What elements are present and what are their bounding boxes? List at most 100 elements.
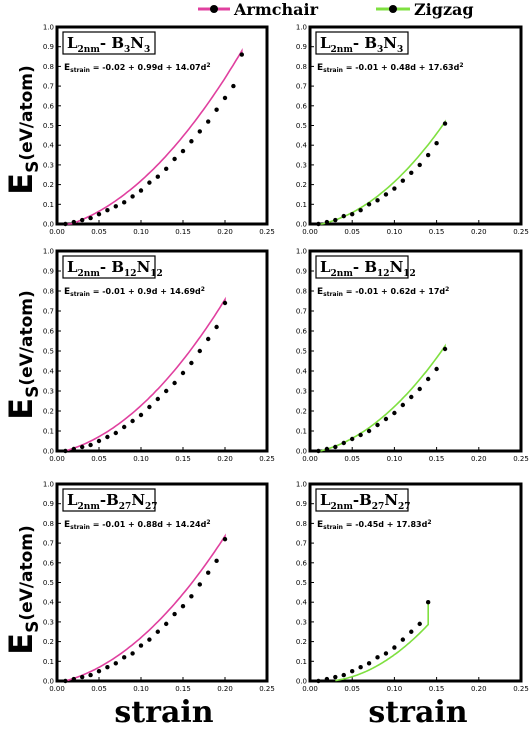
x-tick-label: 0.10 [133,228,149,236]
title-title-mid: -B [353,491,372,509]
data-point [88,442,93,448]
y-tick-label: 0.0 [43,221,54,229]
data-point [442,346,448,352]
chart-panel-5: 0.0 0.1 0.2 0.3 0.4 0.5 0.6 0.7 0.8 0.9 1.0 0.00 0.0… [43,481,275,694]
title-title-sub3: 12 [150,269,163,279]
panel-title-box [315,31,409,55]
data-point [63,221,68,227]
equation-eq-body: = -0.01 + 0.48d + 17.63d [343,63,460,72]
equation-eq-sup: 2 [459,62,463,69]
data-point [122,200,127,205]
data-point [400,637,406,642]
equation-eq-sub: strain [70,524,90,531]
panels: 0.00.10.20.30.40.50.60.70.80.91.00.00 0.0… [43,24,529,694]
title-title-sub3: 27 [145,502,158,512]
y-label-main: E [2,398,40,420]
chart-panel-4: 0.0 0.1 0.2 0.3 0.4 0.5 0.6 0.7 0.8 0.9 1.0 0.00 0.0… [296,248,529,464]
y-label-unit: (eV/atom) [17,65,37,160]
y-tick-label: 0.4 [296,368,308,376]
data-point [375,422,380,428]
panel-title-box [315,488,409,512]
data-point [222,300,228,306]
plot-frame [308,482,523,683]
data-point [138,188,144,193]
title-title-sub2: 27 [119,502,132,512]
title-title-sub1: 2nm [78,45,101,55]
data-point [189,360,194,366]
data-point [400,402,406,408]
x-tick-label: 0.05 [344,455,360,463]
legend-zigzag-label: Zigzag [414,0,474,19]
x-tick-label: 0.00 [302,455,318,463]
y-tick-label: 1.0 [43,248,54,256]
y-tick-label: 0.5 [43,348,54,356]
data-point [366,661,372,666]
legend: Armchair Zigzag [198,0,474,19]
y-tick-label: 0.6 [296,328,308,336]
title-title-sub2: 3 [124,45,130,55]
y-tick-label: 0.2 [296,408,307,416]
title-title-sub1: 2nm [331,45,354,55]
panel-title: L2nm- B12N12 [320,258,416,279]
data-point [383,651,389,656]
data-point [63,678,68,684]
x-tick-label: 0.10 [387,228,403,236]
y-tick-label: 0.1 [43,428,54,436]
data-point [350,211,355,217]
y-tick-label: 1.0 [43,24,54,32]
chart-panel-2: 0.0 0.1 0.2 0.3 0.4 0.5 0.6 0.7 0.8 0.9 1.0 0.00 0.0… [296,24,529,237]
data-point [71,219,77,225]
data-point [197,348,202,354]
y-tick-label: 0.5 [296,348,307,356]
data-point [147,637,152,642]
equation-eq-body: = -0.01 + 0.62d + 17d [343,287,445,296]
data-point [417,386,422,392]
data-point [409,629,414,634]
y-tick-label: 0.4 [43,368,55,376]
y-tick-label: 0.2 [296,638,307,646]
equation-eq-prefix: E [317,520,323,530]
equation-eq-sup: 2 [206,519,210,526]
title-title-sub2: 3 [377,45,383,55]
y-tick-label: 0.7 [43,540,54,548]
y-tick-label: 0.4 [43,142,55,150]
x-tick-label: 0.20 [217,228,233,236]
equation-eq-body: = -0.02 + 0.99d + 14.07d [90,63,207,72]
svg-text:ES(eV/atom): ES(eV/atom) [2,290,43,420]
data-point [316,221,321,227]
x-tick-label: 0.10 [133,455,149,463]
equation-eq-sub: strain [323,524,343,531]
data-point [350,436,355,442]
y-label-sub: S [23,621,43,633]
data-point [425,152,431,158]
data-point [71,676,77,682]
plot-frame [55,482,269,683]
y-axis-label-row-1: ES(eV/atom) [2,65,43,195]
title-title-sub2: 12 [377,269,390,279]
x-tick-label: 0.05 [91,228,107,236]
data-point [400,178,406,183]
data-point [358,208,363,213]
title-title-main: L [320,258,331,276]
y-tick-label: 0.2 [43,408,54,416]
x-tick-label: 0.20 [471,685,487,693]
data-point [172,156,177,162]
data-point [425,376,431,382]
y-tick-label: 0.0 [296,448,307,456]
x-tick-label: 0.15 [175,228,191,236]
data-point [96,438,102,444]
y-label-main: E [2,173,40,195]
data-point [214,107,219,112]
data-point [164,166,169,172]
x-tick-label: 0.20 [217,455,233,463]
equation-eq-prefix: E [64,287,70,297]
y-tick-label: 0.9 [43,500,54,508]
x-tick-label: 0.25 [513,455,529,463]
data-point [239,52,244,57]
fit-equation: Estrain = -0.01 + 0.9d + 14.69d2 [64,286,205,298]
data-point [71,446,77,452]
data-point [316,448,321,454]
fit-equation: Estrain = -0.01 + 0.88d + 14.24d2 [64,519,211,531]
y-tick-label: 0.9 [296,500,307,508]
